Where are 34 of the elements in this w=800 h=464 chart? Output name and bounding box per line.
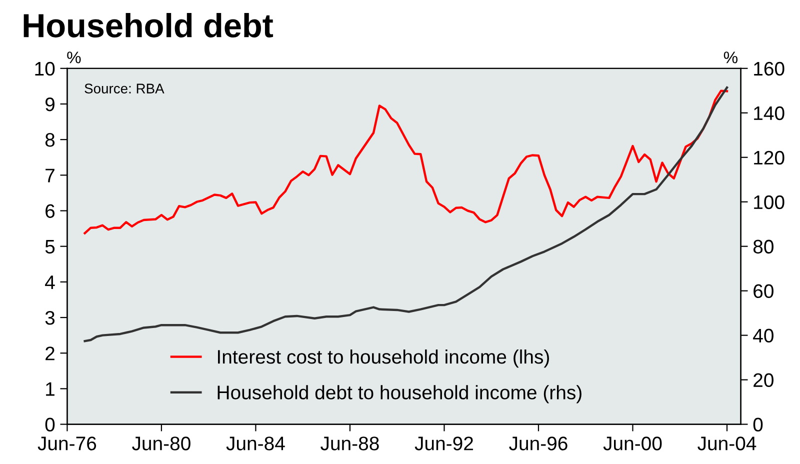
x-tick-label: Jun-92 <box>414 436 473 450</box>
y2-tick-label: 120 <box>754 150 784 165</box>
y-tick-label: 3 <box>45 310 55 325</box>
y2-tick-label: 80 <box>753 240 774 254</box>
y2-tick-label: 60 <box>754 284 774 298</box>
y2-tick-label: 0 <box>753 418 763 432</box>
legend-label: Household debt to household income (rhs) <box>218 385 582 404</box>
y2-axis-title: % <box>724 52 738 64</box>
y2-tick-label: 40 <box>753 328 774 343</box>
y-tick-label: 4 <box>45 276 55 289</box>
legend-label: Interest cost to household income (lhs) <box>218 349 549 368</box>
y2-tick-label: 160 <box>754 62 784 76</box>
x-tick-label: Jun-00 <box>603 436 662 450</box>
y2-tick-label: 140 <box>754 106 784 120</box>
y2-tick-label: 20 <box>754 373 774 388</box>
x-tick-label: Jun-04 <box>698 436 756 450</box>
y-tick-label: 2 <box>46 346 54 360</box>
y-tick-label: 9 <box>45 97 54 112</box>
y-tick-label: 8 <box>45 133 55 147</box>
y-tick-label: 6 <box>46 204 55 218</box>
x-tick-label: Jun-76 <box>38 436 96 450</box>
y-tick-label: 0 <box>45 418 55 432</box>
y-tick-label: 10 <box>35 62 55 76</box>
y-tick-label: 5 <box>45 240 55 254</box>
chart-title: Household debt <box>24 13 274 38</box>
y2-tick-label: 100 <box>754 195 784 210</box>
x-tick-label: Jun-88 <box>320 436 379 450</box>
x-tick-label: Jun-80 <box>132 436 190 450</box>
x-tick-label: Jun-96 <box>509 436 568 450</box>
y-tick-label: 7 <box>46 168 54 182</box>
x-tick-label: Jun-84 <box>226 436 285 450</box>
y-axis-title: % <box>67 52 81 64</box>
y-tick-label: 1 <box>46 382 54 396</box>
annotation: Source: RBA <box>84 84 164 94</box>
